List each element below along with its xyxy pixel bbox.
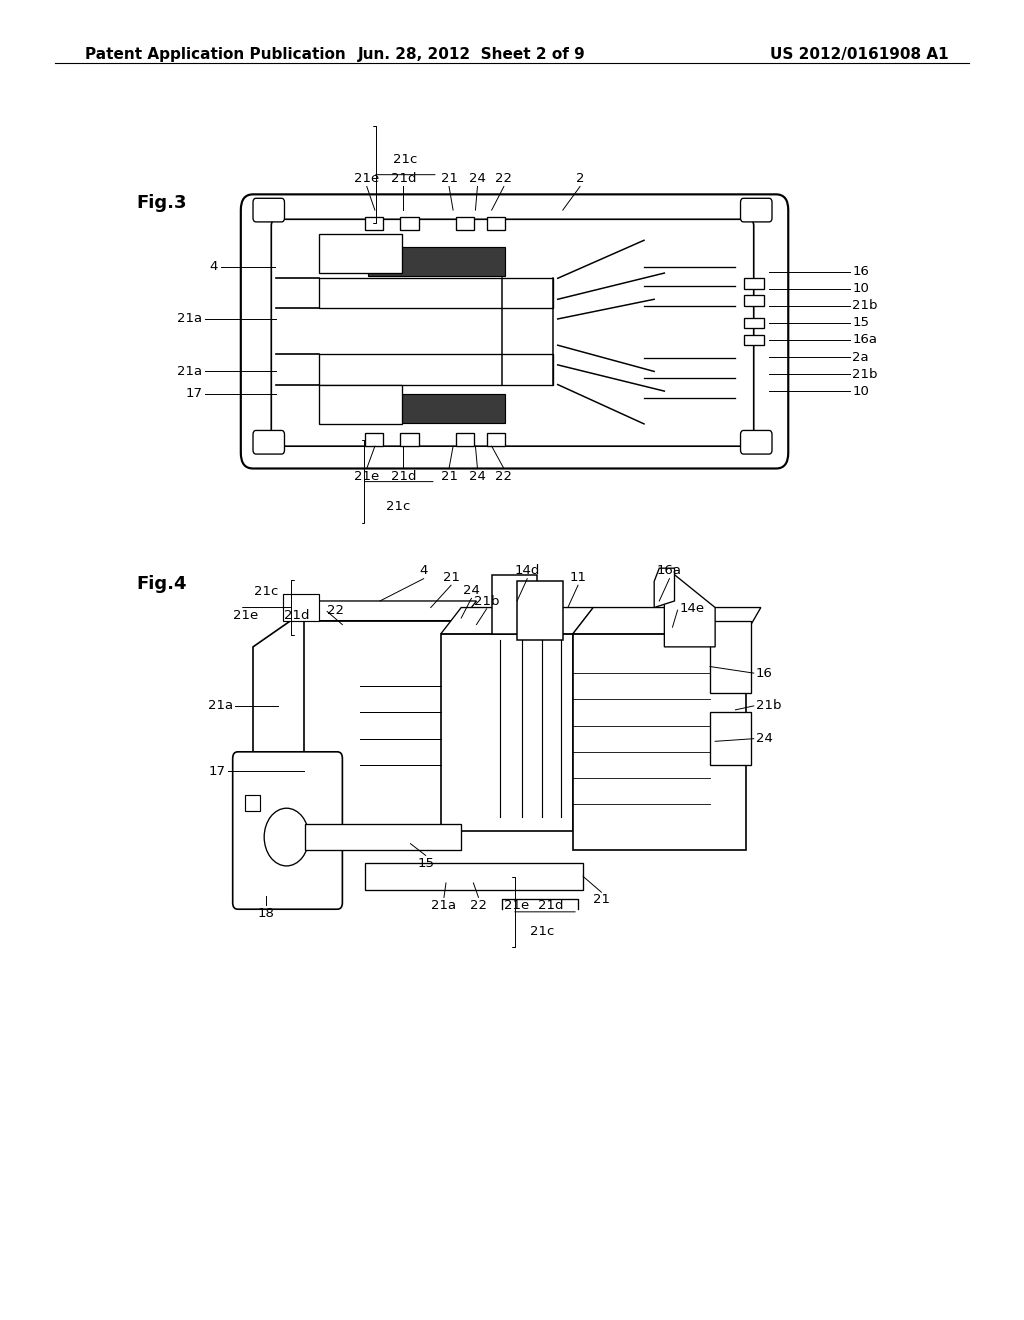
Text: 10: 10 [852, 384, 869, 397]
Text: 21b: 21b [756, 700, 781, 713]
Bar [743, 318, 764, 329]
Bar [486, 433, 505, 446]
Text: 21c: 21c [386, 500, 411, 513]
Text: 21: 21 [440, 470, 458, 483]
Text: 21e: 21e [232, 609, 258, 622]
Text: 22: 22 [470, 899, 487, 912]
Bar [743, 335, 764, 346]
Bar [319, 279, 553, 309]
Text: 21b: 21b [852, 367, 878, 380]
Text: 22: 22 [327, 603, 344, 616]
Text: 15: 15 [852, 317, 869, 330]
Text: 16: 16 [756, 667, 773, 680]
Polygon shape [517, 581, 563, 640]
Bar [368, 393, 505, 422]
Text: 4: 4 [420, 565, 428, 577]
Text: 16a: 16a [852, 334, 878, 346]
Bar [743, 279, 764, 289]
Text: 21a: 21a [177, 364, 202, 378]
Polygon shape [441, 607, 593, 634]
Text: 21b: 21b [852, 300, 878, 313]
Bar [400, 433, 419, 446]
Text: 14e: 14e [680, 602, 705, 615]
Text: 21e: 21e [354, 172, 379, 185]
Text: 24: 24 [469, 470, 486, 483]
Text: 21b: 21b [474, 594, 500, 607]
Bar [486, 216, 505, 230]
Text: 22: 22 [496, 172, 512, 185]
Polygon shape [665, 574, 715, 647]
Text: Jun. 28, 2012  Sheet 2 of 9: Jun. 28, 2012 Sheet 2 of 9 [357, 48, 586, 62]
Text: 21e: 21e [505, 899, 529, 912]
Text: 16a: 16a [657, 565, 682, 577]
Text: 18: 18 [258, 907, 274, 920]
Bar [365, 216, 383, 230]
Bar [284, 594, 319, 620]
Text: 24: 24 [469, 172, 486, 185]
Polygon shape [492, 574, 538, 634]
Bar [710, 713, 751, 764]
Text: 24: 24 [756, 733, 773, 746]
Text: Fig.3: Fig.3 [136, 194, 186, 213]
Text: 22: 22 [496, 470, 512, 483]
Circle shape [264, 808, 309, 866]
Text: 21c: 21c [530, 925, 555, 939]
FancyBboxPatch shape [253, 198, 285, 222]
Bar [400, 216, 419, 230]
Text: 21d: 21d [284, 609, 309, 622]
Text: 2: 2 [575, 172, 585, 185]
Text: 21: 21 [593, 894, 610, 907]
Text: 21a: 21a [177, 313, 202, 326]
Text: 14d: 14d [514, 565, 540, 577]
Bar [319, 384, 402, 424]
Text: 16: 16 [852, 265, 869, 279]
Polygon shape [304, 601, 476, 620]
Bar [456, 216, 474, 230]
Text: 4: 4 [209, 260, 217, 273]
Text: 24: 24 [463, 583, 480, 597]
FancyBboxPatch shape [740, 198, 772, 222]
Text: 21e: 21e [354, 470, 379, 483]
Text: 21c: 21c [254, 585, 279, 598]
Polygon shape [654, 568, 675, 607]
Text: 21: 21 [442, 572, 460, 583]
FancyBboxPatch shape [241, 194, 788, 469]
Polygon shape [441, 634, 573, 830]
Text: 2a: 2a [852, 351, 869, 363]
Text: 21c: 21c [393, 153, 418, 165]
Text: Fig.4: Fig.4 [136, 574, 186, 593]
Text: 15: 15 [417, 857, 434, 870]
Text: 21d: 21d [390, 172, 416, 185]
Text: 21d: 21d [538, 899, 563, 912]
Bar [456, 433, 474, 446]
Text: 11: 11 [569, 572, 587, 583]
Bar [245, 795, 260, 810]
FancyBboxPatch shape [253, 430, 285, 454]
Polygon shape [573, 607, 761, 634]
Bar [365, 433, 383, 446]
Text: US 2012/0161908 A1: US 2012/0161908 A1 [770, 48, 949, 62]
Bar [368, 247, 505, 276]
Text: Patent Application Publication: Patent Application Publication [85, 48, 346, 62]
Text: 21: 21 [440, 172, 458, 185]
FancyBboxPatch shape [232, 752, 342, 909]
Text: 21d: 21d [390, 470, 416, 483]
Polygon shape [573, 634, 745, 850]
Polygon shape [365, 863, 583, 890]
Text: 10: 10 [852, 282, 869, 296]
Polygon shape [304, 620, 461, 850]
FancyBboxPatch shape [740, 430, 772, 454]
Text: 17: 17 [185, 387, 202, 400]
Bar [710, 620, 751, 693]
Text: 21a: 21a [208, 700, 232, 713]
Bar [319, 354, 553, 384]
Text: 17: 17 [209, 766, 225, 777]
Bar [319, 234, 402, 273]
Text: 21a: 21a [431, 899, 457, 912]
Polygon shape [305, 824, 461, 850]
Bar [743, 296, 764, 306]
Polygon shape [253, 601, 319, 896]
FancyBboxPatch shape [271, 219, 754, 446]
